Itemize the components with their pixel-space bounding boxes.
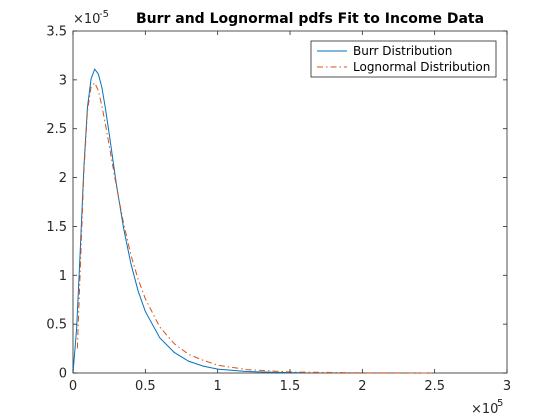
- x-tick-label: 0.5: [135, 379, 156, 394]
- legend: Burr Distribution Lognormal Distribution: [310, 40, 497, 78]
- legend-label-burr: Burr Distribution: [353, 44, 452, 58]
- y-exponent-power: -5: [99, 9, 109, 20]
- chart-title: Burr and Lognormal pdfs Fit to Income Da…: [136, 11, 484, 27]
- x-exponent-base: ×10: [471, 402, 498, 417]
- y-tick-label: 1: [59, 269, 67, 284]
- x-tick-label: 1: [214, 379, 222, 394]
- x-exponent-power: 5: [497, 398, 503, 409]
- x-tick-label: 2: [358, 379, 366, 394]
- x-tick-label: 1.5: [280, 379, 301, 394]
- x-exponent-label: ×10 5: [471, 398, 503, 417]
- y-tick-label: 3.5: [46, 25, 67, 40]
- y-tick-label: 1.5: [46, 220, 67, 235]
- axes-box: [72, 30, 508, 374]
- y-tick-label: 2: [59, 171, 67, 186]
- x-tick-label: 2.5: [424, 379, 445, 394]
- series-line-1: [76, 81, 435, 374]
- x-tick-label: 0: [69, 379, 77, 394]
- ticks-layer: 0 0.5 1 1.5 2 2.5 3 0 0.5 1 1.5 2 2.5 3 3.5: [46, 25, 511, 395]
- y-exponent-label: ×10 -5: [73, 9, 109, 27]
- legend-box: [310, 40, 497, 78]
- y-tick-label: 0: [59, 367, 67, 382]
- y-tick-label: 3: [59, 73, 67, 88]
- x-tick-label: 3: [503, 379, 511, 394]
- legend-label-lognormal: Lognormal Distribution: [353, 60, 490, 74]
- y-exponent-base: ×10: [73, 12, 100, 27]
- series-layer: [72, 68, 435, 374]
- y-tick-label: 0.5: [46, 318, 67, 333]
- y-tick-label: 2.5: [46, 122, 67, 137]
